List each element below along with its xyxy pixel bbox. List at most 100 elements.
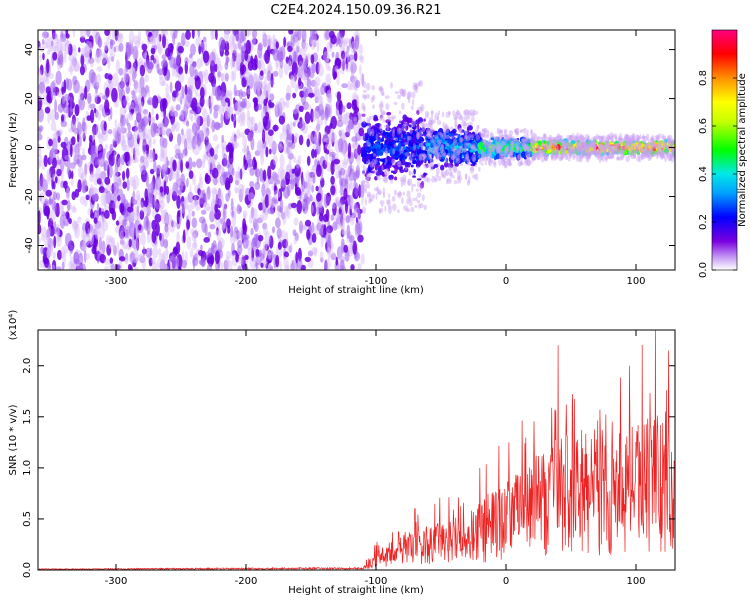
spectrogram-cell	[426, 136, 432, 141]
spectrogram-cell	[132, 174, 140, 190]
spectrogram-cell	[307, 177, 313, 190]
spectrogram-cell	[198, 189, 205, 205]
spectrogram-cell	[421, 152, 426, 158]
spectrogram-cell	[196, 136, 202, 146]
spectrogram-cell	[336, 119, 344, 128]
spectrogram-cell	[456, 155, 462, 159]
spectrogram-cell	[68, 67, 71, 73]
spectrogram-cell	[457, 124, 462, 131]
spectrogram-cell	[77, 179, 82, 193]
spectrogram-cell	[108, 153, 115, 167]
spectrogram-cell	[313, 76, 321, 87]
spectrogram-cell	[181, 85, 185, 99]
spectrogram-cell	[208, 72, 215, 83]
spectrogram-cell	[291, 61, 298, 77]
spectrogram-cell	[79, 139, 82, 151]
spectrogram-cell	[336, 196, 339, 208]
spectrogram-cell	[53, 191, 58, 201]
spectrogram-cell	[89, 163, 94, 176]
spectrogram-cell	[243, 144, 247, 157]
spectrogram-cell	[265, 34, 272, 46]
spectrogram-cell	[279, 154, 285, 170]
spectrogram-cell	[306, 155, 311, 166]
spectrogram-cell	[346, 45, 350, 52]
spectrogram-cell	[259, 168, 264, 182]
spectrogram-cell	[72, 75, 78, 86]
spectrogram-cell	[478, 156, 482, 165]
spectrogram-cell	[394, 176, 398, 181]
spectrogram-cell	[459, 128, 463, 136]
spectrogram-cell	[86, 241, 93, 248]
spectrogram-cell	[215, 30, 218, 41]
spectrogram-cell	[448, 170, 454, 177]
spectrogram-cell	[472, 157, 476, 162]
spectrogram-cell	[348, 178, 352, 189]
spectrogram-cell	[54, 111, 59, 121]
spectrogram-cell	[293, 73, 296, 82]
spectrogram-cell	[386, 160, 393, 166]
spectrogram-cell	[70, 263, 75, 270]
spectrogram-cell	[392, 203, 397, 212]
spectrogram-cell	[465, 173, 468, 180]
spectrogram-cell	[370, 115, 375, 120]
spectrogram-cell	[317, 103, 324, 116]
spectrogram-cell	[376, 185, 379, 193]
spectrogram-cell	[468, 133, 471, 141]
spectrogram-cell	[201, 70, 206, 78]
spectrogram-cell	[90, 194, 96, 205]
spectrogram-cell	[313, 86, 320, 97]
spectrogram-cell	[340, 259, 345, 270]
spectrogram-cell	[378, 85, 384, 92]
spectrogram-cell	[376, 174, 381, 181]
spectrogram-cell	[98, 237, 102, 251]
spectrogram-cell	[308, 92, 315, 98]
spectrogram-cell	[105, 144, 108, 151]
spectrogram-cell	[287, 59, 292, 71]
spectrogram-cell	[477, 124, 480, 129]
spectrogram-cell	[53, 201, 57, 214]
spectrogram-cell	[176, 51, 181, 66]
spectrogram-cell	[324, 153, 329, 166]
spectrogram-cell	[334, 65, 339, 72]
spectrogram-cell	[92, 224, 98, 233]
spectrogram-cell	[242, 135, 247, 148]
spectrogram-cell	[209, 223, 216, 230]
spectrogram-cell	[293, 133, 299, 140]
spectrogram-cell	[436, 120, 442, 125]
spectrogram-cell	[110, 263, 116, 270]
spectrogram-cell	[74, 223, 80, 239]
spectrogram-cell	[249, 181, 255, 188]
spectrogram-cell	[371, 158, 377, 167]
spectrogram-cell	[159, 76, 166, 87]
spectrogram-cell	[56, 234, 62, 247]
spectrogram-cell	[420, 156, 425, 159]
spectrogram-cell	[160, 145, 166, 159]
spectrogram-cell	[507, 162, 513, 167]
spectrogram-cell	[256, 87, 261, 102]
spectrogram-cell	[350, 216, 355, 226]
spectrogram-cell	[111, 30, 116, 41]
spectrogram-cell	[289, 61, 292, 73]
spectrogram-cell	[380, 171, 384, 176]
spectrogram-cell	[228, 189, 231, 198]
spectrogram-cell	[251, 63, 258, 71]
spectrogram-cell	[148, 111, 151, 126]
spectrogram-cell	[373, 169, 378, 174]
spectrogram-cell	[403, 167, 409, 173]
spectrogram-cell	[90, 145, 96, 158]
spectrogram-cell	[379, 132, 383, 136]
spectrogram-cell	[232, 43, 239, 50]
spectrogram-cell	[426, 178, 431, 183]
spectrogram-cell	[229, 145, 234, 159]
spectrogram-cell	[112, 194, 118, 204]
spectrogram-cell	[388, 205, 392, 209]
spectrogram-cell	[365, 122, 371, 127]
spectrogram-cell	[89, 48, 92, 60]
spectrogram-cell	[356, 154, 361, 167]
spectrogram-cell	[338, 200, 343, 210]
spectrogram-cell	[457, 112, 462, 120]
spectrogram-cell	[373, 132, 377, 137]
spectrogram-cell	[379, 123, 383, 129]
spectrogram-cell	[282, 127, 287, 140]
spectrogram-cell	[327, 65, 331, 72]
